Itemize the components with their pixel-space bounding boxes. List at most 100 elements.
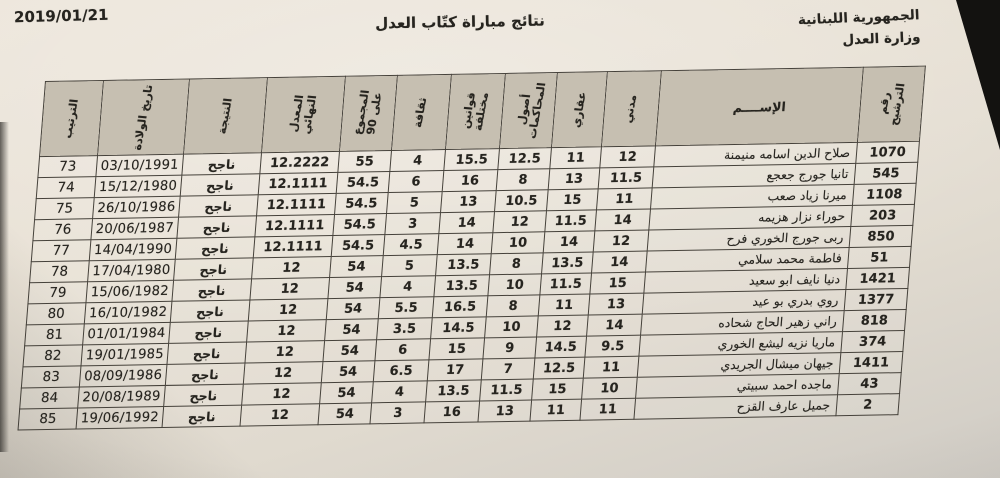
cell-number: 818	[842, 309, 907, 332]
cell-number: 1421	[845, 267, 910, 290]
cell-total: 54	[317, 402, 372, 425]
header-procedures: أصول المحاكمات	[499, 72, 558, 149]
cell-civil: 11	[583, 356, 639, 379]
cell-culture: 5.5	[378, 296, 434, 319]
cell-average: 12.2222	[259, 151, 340, 174]
cell-average: 12	[249, 277, 330, 300]
cell-laws: 16.5	[432, 295, 488, 318]
cell-procedures: 10	[491, 231, 545, 254]
cell-civil: 14	[586, 314, 643, 337]
cell-civil: 12	[593, 229, 649, 252]
cell-average: 12	[241, 382, 322, 406]
cell-procedures: 9	[482, 336, 537, 359]
cell-culture: 6	[374, 338, 431, 361]
cell-dob: 03/10/1991	[95, 154, 184, 177]
cell-average: 12.1111	[253, 235, 333, 258]
cell-number: 1377	[844, 288, 908, 311]
results-table-body: 73 03/10/1991 ناجح 12.2222 55 4 15.5 12.…	[18, 141, 920, 431]
cell-rank: 83	[21, 365, 81, 388]
cell-laws: 16	[442, 169, 498, 192]
cell-culture: 3	[384, 212, 441, 235]
cell-laws: 17	[427, 358, 483, 381]
cell-civil: 11	[579, 398, 636, 421]
cell-real-estate: 11.5	[539, 272, 592, 295]
cell-procedures: 12.5	[497, 147, 552, 170]
cell-dob: 01/01/1984	[82, 322, 171, 345]
cell-rank: 80	[26, 302, 86, 325]
cell-dob: 20/06/1987	[90, 217, 179, 240]
cell-real-estate: 12	[536, 315, 589, 337]
cell-number: 2	[835, 393, 900, 416]
cell-result: ناجح	[173, 257, 254, 281]
cell-real-estate: 14	[543, 230, 595, 253]
cell-name: جميل عارف القزح	[633, 394, 838, 420]
cell-culture: 6	[388, 170, 444, 193]
cell-laws: 15	[428, 337, 485, 360]
cell-laws: 13.5	[425, 379, 482, 402]
cell-dob: 15/12/1980	[94, 175, 182, 198]
cell-civil: 14	[594, 208, 651, 231]
cell-number: 51	[847, 246, 912, 269]
cell-dob: 19/01/1985	[80, 343, 169, 366]
cell-civil: 14	[591, 251, 648, 273]
cell-rank: 77	[31, 239, 91, 262]
cell-civil: 12	[599, 145, 656, 168]
cell-total: 54.5	[331, 234, 385, 257]
cell-rank: 81	[24, 323, 85, 346]
cell-result: ناجح	[176, 215, 257, 239]
header-real-estate: عقاري	[551, 71, 608, 148]
cell-procedures: 7	[481, 357, 535, 380]
cell-rank: 74	[36, 176, 96, 199]
cell-rank: 76	[32, 218, 93, 241]
cell-procedures: 13	[477, 400, 532, 422]
header-civil: مدني	[601, 70, 662, 147]
cell-culture: 4.5	[383, 233, 439, 256]
cell-dob: 16/10/1982	[84, 301, 172, 324]
cell-real-estate: 11	[538, 294, 590, 316]
cell-laws: 14.5	[430, 316, 487, 339]
cell-result: ناجح	[171, 278, 252, 302]
cell-procedures: 8	[496, 168, 550, 191]
cell-rank: 84	[19, 386, 80, 409]
page-date: 2019/01/21	[13, 5, 109, 27]
header-name: الإســــم	[655, 67, 864, 146]
cell-total: 54	[319, 381, 374, 404]
header-dob: تاريخ الولادة	[97, 78, 190, 156]
org-header: الجمهورية اللبنانية وزارة العدل	[787, 4, 921, 54]
cell-average: 12.1111	[256, 193, 337, 216]
cell-culture: 3	[369, 401, 426, 424]
cell-procedures: 11.5	[479, 379, 534, 401]
cell-result: ناجح	[181, 152, 262, 176]
cell-number: 203	[850, 204, 915, 227]
results-table-wrap: الترتيب تاريخ الولادة النتيجة المعدل الن…	[17, 65, 926, 431]
cell-culture: 5	[381, 254, 438, 277]
cell-total: 54	[329, 255, 384, 278]
cell-result: ناجح	[170, 299, 250, 323]
cell-civil: 11.5	[598, 166, 654, 189]
cell-rank: 79	[27, 281, 88, 304]
cell-real-estate: 11.5	[544, 209, 597, 232]
cell-total: 54.5	[334, 192, 389, 215]
cell-dob: 14/04/1990	[89, 238, 177, 261]
cell-average: 12	[251, 256, 332, 279]
cell-number: 1070	[855, 141, 920, 164]
cell-result: ناجح	[168, 320, 249, 344]
cell-procedures: 12	[492, 210, 547, 233]
header-row: الترتيب تاريخ الولادة النتيجة المعدل الن…	[39, 66, 926, 157]
cell-result: ناجح	[166, 342, 247, 365]
doc-title: نتائج مباراة كتّاب العدل	[375, 11, 545, 33]
cell-total: 54	[322, 339, 377, 362]
cell-procedures: 10	[484, 315, 539, 338]
cell-total: 54.5	[336, 171, 390, 194]
cell-culture: 4	[389, 149, 446, 172]
cell-average: 12	[239, 403, 320, 427]
cell-average: 12	[248, 298, 328, 321]
cell-real-estate: 13.5	[541, 251, 594, 274]
cell-laws: 13.5	[435, 253, 492, 276]
cell-rank: 75	[34, 197, 95, 220]
header-average: المعدل النهائي	[261, 76, 346, 153]
cell-rank: 85	[18, 407, 78, 431]
cell-procedures: 10	[487, 273, 542, 296]
cell-real-estate: 15	[531, 378, 584, 401]
